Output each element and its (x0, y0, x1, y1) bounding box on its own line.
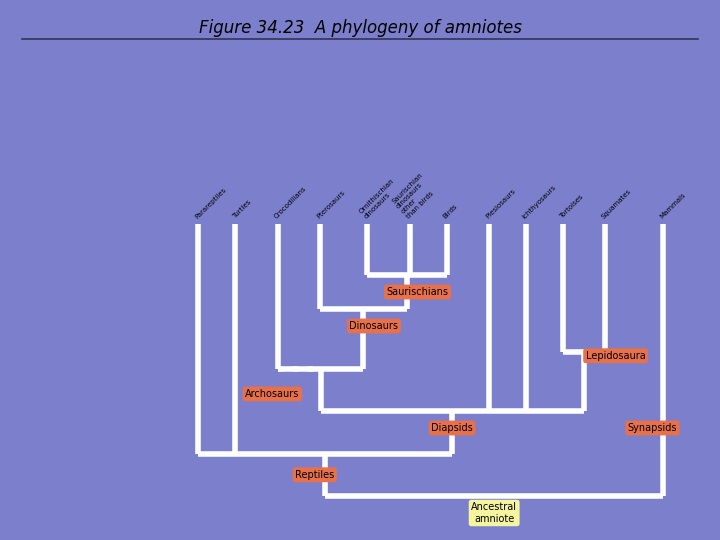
Text: Figure 34.23  A phylogeny of amniotes: Figure 34.23 A phylogeny of amniotes (199, 19, 521, 37)
Text: Synapsids: Synapsids (628, 423, 678, 433)
Text: Diapsids: Diapsids (431, 423, 473, 433)
Text: Mammals: Mammals (659, 192, 687, 220)
Text: Plesiosaurs: Plesiosaurs (485, 188, 516, 220)
Text: Turtles: Turtles (231, 199, 252, 220)
Text: Saurischian
dinosaurs
other
than birds: Saurischian dinosaurs other than birds (390, 172, 438, 220)
Text: Pterosaurs: Pterosaurs (315, 190, 346, 220)
Text: Lepidosaura: Lepidosaura (585, 351, 645, 361)
Text: Ancestral
amniote: Ancestral amniote (471, 502, 517, 524)
Text: Reptiles: Reptiles (295, 470, 334, 480)
Text: Tortoises: Tortoises (559, 194, 585, 220)
Text: Saurischians: Saurischians (387, 287, 449, 297)
Text: Ichthyosaurs: Ichthyosaurs (521, 184, 557, 220)
Text: Ornithischian
dinosaurs: Ornithischian dinosaurs (358, 178, 400, 220)
Text: Archosaurs: Archosaurs (245, 389, 300, 399)
Text: Crocodilians: Crocodilians (274, 185, 307, 220)
Text: Birds: Birds (442, 203, 459, 220)
Text: Parareptiles: Parareptiles (194, 186, 228, 220)
Text: Squamates: Squamates (600, 188, 633, 220)
Text: Dinosaurs: Dinosaurs (349, 321, 398, 331)
